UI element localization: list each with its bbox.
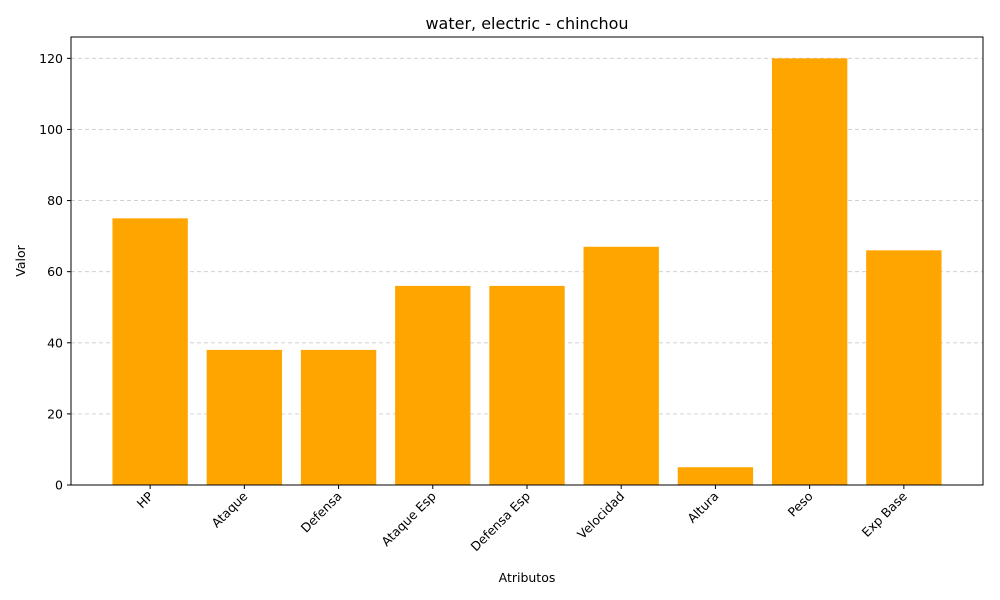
y-tick-label: 0	[55, 478, 63, 493]
x-tick-label: Velocidad	[574, 489, 627, 542]
y-tick-label: 40	[47, 335, 63, 350]
y-tick-label: 60	[47, 264, 63, 279]
bar-velocidad	[583, 246, 659, 485]
chart-title: water, electric - chinchou	[425, 14, 628, 33]
bar-defensa-esp	[489, 285, 565, 485]
x-tick-label: Altura	[684, 489, 721, 526]
bar-hp	[112, 218, 188, 486]
x-tick-label: Ataque	[208, 488, 250, 530]
y-axis-ticks: 0 20 40 60 80 100 120	[39, 51, 71, 493]
x-tick-label: HP	[134, 488, 157, 511]
x-axis-label: Atributos	[499, 570, 556, 585]
x-tick-label: Defensa	[298, 489, 345, 536]
x-tick-label: Exp Base	[859, 488, 911, 540]
bar-defensa	[300, 349, 377, 485]
x-tick-label: Peso	[785, 489, 816, 520]
bar-peso	[771, 58, 848, 485]
y-tick-label: 100	[39, 122, 63, 137]
y-tick-label: 20	[47, 406, 63, 421]
y-axis-label: Valor	[13, 244, 28, 276]
y-tick-label: 80	[47, 193, 63, 208]
bars	[112, 58, 942, 486]
y-tick-label: 120	[39, 51, 63, 66]
x-axis-ticks: HP Ataque Defensa Ataque Esp Defensa Esp Velo…	[134, 485, 911, 554]
bar-ataque	[206, 349, 283, 485]
x-tick-label: Ataque Esp	[378, 488, 439, 549]
bar-altura	[677, 467, 754, 485]
bar-exp-base	[866, 250, 942, 485]
bar-ataque-esp	[395, 285, 471, 485]
x-tick-label: Defensa Esp	[467, 488, 533, 554]
